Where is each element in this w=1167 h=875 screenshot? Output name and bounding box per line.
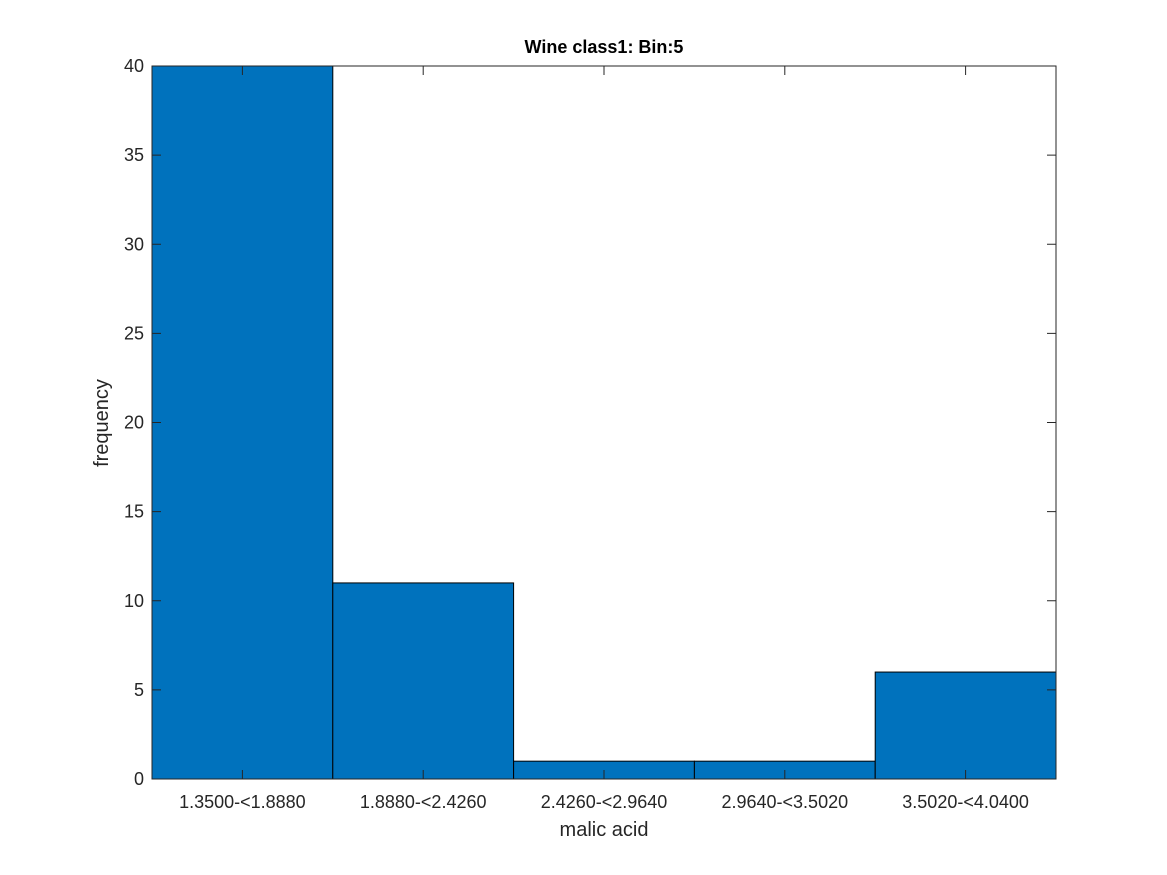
y-tick-label: 10	[124, 591, 144, 611]
bar-2	[332, 582, 515, 780]
y-tick-label: 25	[124, 323, 144, 343]
y-axis-label: frequency	[91, 379, 113, 467]
x-tick-label: 1.3500-<1.8880	[179, 792, 306, 812]
x-axis-ticks: 1.3500-<1.8880 1.8880-<2.4260 2.4260-<2.96…	[179, 66, 1029, 812]
y-tick-label: 5	[134, 680, 144, 700]
y-tick-label: 35	[124, 145, 144, 165]
y-tick-label: 30	[124, 234, 144, 254]
y-axis-ticks: 0 5 10 15 20 25 30 35 40	[124, 56, 1056, 789]
y-tick-label: 40	[124, 56, 144, 76]
bar-5	[874, 671, 1057, 780]
y-tick-label: 0	[134, 769, 144, 789]
x-tick-label: 2.4260-<2.9640	[541, 792, 668, 812]
chart-title: Wine class1: Bin:5	[525, 37, 684, 57]
x-tick-label: 2.9640-<3.5020	[721, 792, 848, 812]
y-tick-label: 20	[124, 413, 144, 433]
y-tick-label: 15	[124, 502, 144, 522]
x-tick-label: 3.5020-<4.0400	[902, 792, 1029, 812]
x-axis-label: malic acid	[560, 819, 649, 841]
x-tick-label: 1.8880-<2.4260	[360, 792, 487, 812]
bars-group	[151, 65, 1057, 780]
bar-1	[151, 65, 334, 780]
